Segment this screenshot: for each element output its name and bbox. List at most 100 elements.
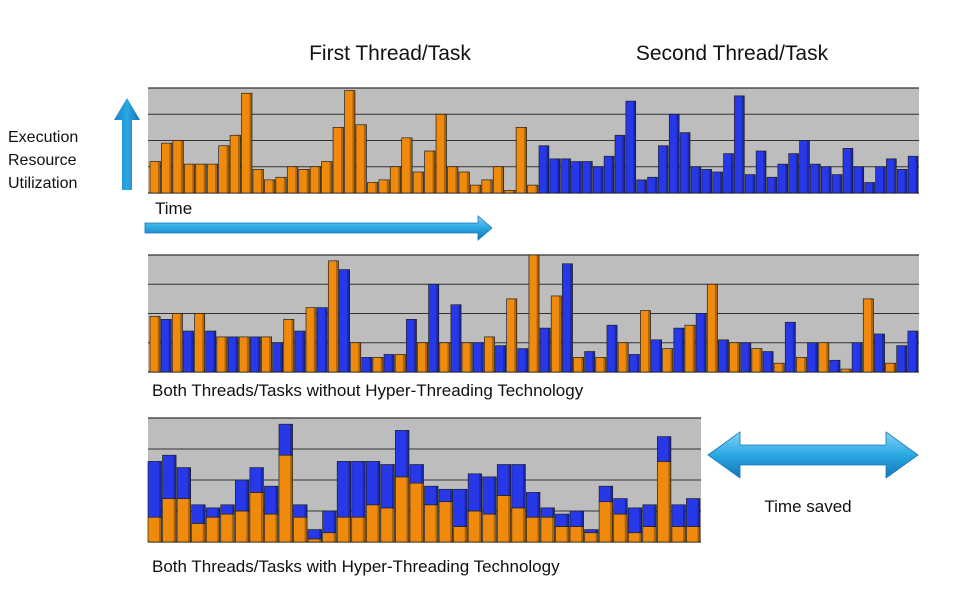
second-thread-stack-segment	[147, 461, 162, 518]
second-thread-bar	[160, 319, 172, 373]
first-thread-stack-segment-shade	[668, 461, 671, 542]
second-thread-bar	[799, 140, 810, 194]
first-thread-bar	[773, 362, 785, 373]
first-thread-bar	[241, 92, 253, 194]
second-thread-stack-segment-shade	[653, 504, 657, 527]
first-thread-stack-segment-shade	[493, 514, 497, 542]
first-thread-bar-shade	[826, 342, 829, 372]
second-thread-stack-segment-shade	[290, 424, 293, 456]
first-thread-bar	[550, 295, 562, 373]
second-thread-bar-shade	[480, 342, 484, 372]
first-thread-bar	[321, 161, 333, 194]
without-ht-chart	[148, 254, 919, 373]
first-thread-bar-shade	[759, 348, 762, 372]
first-thread-stack-segment-shade	[202, 523, 206, 542]
first-thread-bar-shade	[478, 185, 481, 193]
second-thread-bar-shade	[915, 331, 918, 372]
first-thread-bar-shade	[848, 369, 852, 372]
second-thread-stack-segment	[496, 464, 512, 496]
second-thread-bar	[896, 345, 908, 373]
second-thread-heading: Second Thread/Task	[636, 42, 829, 65]
second-thread-bar-shade	[235, 336, 239, 372]
first-thread-bar	[706, 283, 718, 373]
first-thread-bar-shade	[466, 172, 470, 193]
second-thread-stack-segment-shade	[610, 486, 613, 502]
first-thread-bar-shade	[341, 127, 344, 193]
second-thread-bar	[582, 161, 593, 194]
first-thread-bar-shade	[226, 145, 230, 193]
first-thread-bar-shade	[443, 114, 447, 193]
first-thread-stack-segment-shade	[653, 526, 657, 542]
second-thread-bar-shade	[347, 269, 350, 372]
second-thread-bar-shade	[752, 174, 756, 193]
second-thread-bar-shade	[859, 342, 863, 372]
first-thread-bar-shade	[581, 357, 584, 372]
second-thread-stack-segment-shade	[231, 504, 235, 515]
first-thread-bar-shade	[402, 354, 406, 372]
second-thread-bar	[205, 330, 217, 373]
second-thread-stack-segment	[205, 507, 221, 518]
first-thread-bar-shade	[169, 143, 172, 193]
second-thread-stack-segment-shade	[348, 461, 351, 518]
y-axis-label-line2: Resource	[8, 152, 77, 169]
second-thread-bar	[628, 354, 640, 373]
first-thread-bar-shade	[535, 185, 538, 193]
second-thread-bar	[853, 166, 865, 194]
second-thread-bar-shade	[525, 348, 528, 372]
first-thread-bar	[515, 127, 527, 194]
first-thread-bar	[171, 313, 183, 373]
second-thread-stack-segment	[351, 461, 366, 518]
first-thread-bar-shade	[455, 166, 458, 193]
first-thread-bar	[751, 348, 763, 373]
first-thread-bar-shade	[246, 336, 250, 372]
first-thread-bar-shade	[179, 313, 183, 372]
time-saved-double-arrow-icon	[707, 431, 919, 479]
first-thread-bar	[194, 313, 206, 373]
second-thread-bar	[339, 269, 350, 373]
second-thread-bar-shade	[774, 177, 777, 193]
second-thread-stack-segment	[336, 461, 352, 518]
second-thread-bar-shade	[547, 328, 551, 372]
first-thread-bar-shade	[269, 336, 272, 372]
second-thread-stack-segment-shade	[304, 504, 308, 518]
second-thread-stack-segment	[395, 430, 410, 478]
first-thread-bar-shade	[501, 166, 504, 193]
first-thread-bar	[435, 113, 447, 194]
first-thread-bar-shade	[870, 298, 874, 372]
second-thread-bar	[673, 327, 685, 373]
second-thread-bar	[734, 95, 745, 194]
first-thread-stack-segment-shade	[479, 511, 482, 542]
second-thread-bar	[864, 182, 875, 194]
second-thread-bar	[744, 174, 756, 194]
second-thread-bar	[625, 100, 637, 194]
second-thread-bar	[842, 148, 854, 194]
first-thread-stack-segment-shade	[435, 504, 439, 542]
first-thread-bar	[573, 357, 585, 373]
first-thread-bar-shade	[192, 164, 195, 193]
second-thread-bar-shade	[436, 284, 439, 372]
first-thread-bar	[401, 137, 413, 194]
second-thread-stack-segment	[365, 461, 381, 506]
second-thread-stack-segment-shade	[522, 464, 526, 508]
first-thread-bar	[372, 357, 384, 373]
second-thread-bar-shade	[861, 166, 864, 193]
first-thread-bar	[298, 169, 310, 194]
first-thread-bar-shade	[625, 342, 629, 372]
second-thread-bar-shade	[709, 169, 712, 193]
first-thread-bar	[305, 307, 317, 373]
without-ht-caption: Both Threads/Tasks without Hyper-Threadi…	[152, 381, 584, 400]
first-thread-stack-segment-shade	[362, 517, 366, 542]
time-saved-label: Time saved	[764, 497, 851, 516]
second-thread-bar	[907, 155, 919, 194]
second-thread-bar-shade	[546, 145, 549, 193]
second-thread-stack-segment	[409, 464, 424, 484]
first-thread-bar-shade	[692, 325, 696, 372]
first-thread-bar	[617, 342, 629, 373]
time-axis-label: Time	[155, 199, 192, 218]
second-thread-stack-segment	[278, 423, 293, 456]
second-thread-stack-segment-shade	[479, 473, 482, 511]
second-thread-bar-shade	[806, 140, 810, 193]
first-thread-bar	[412, 171, 424, 194]
first-thread-bar	[662, 348, 674, 373]
second-thread-bar-shade	[837, 360, 840, 372]
